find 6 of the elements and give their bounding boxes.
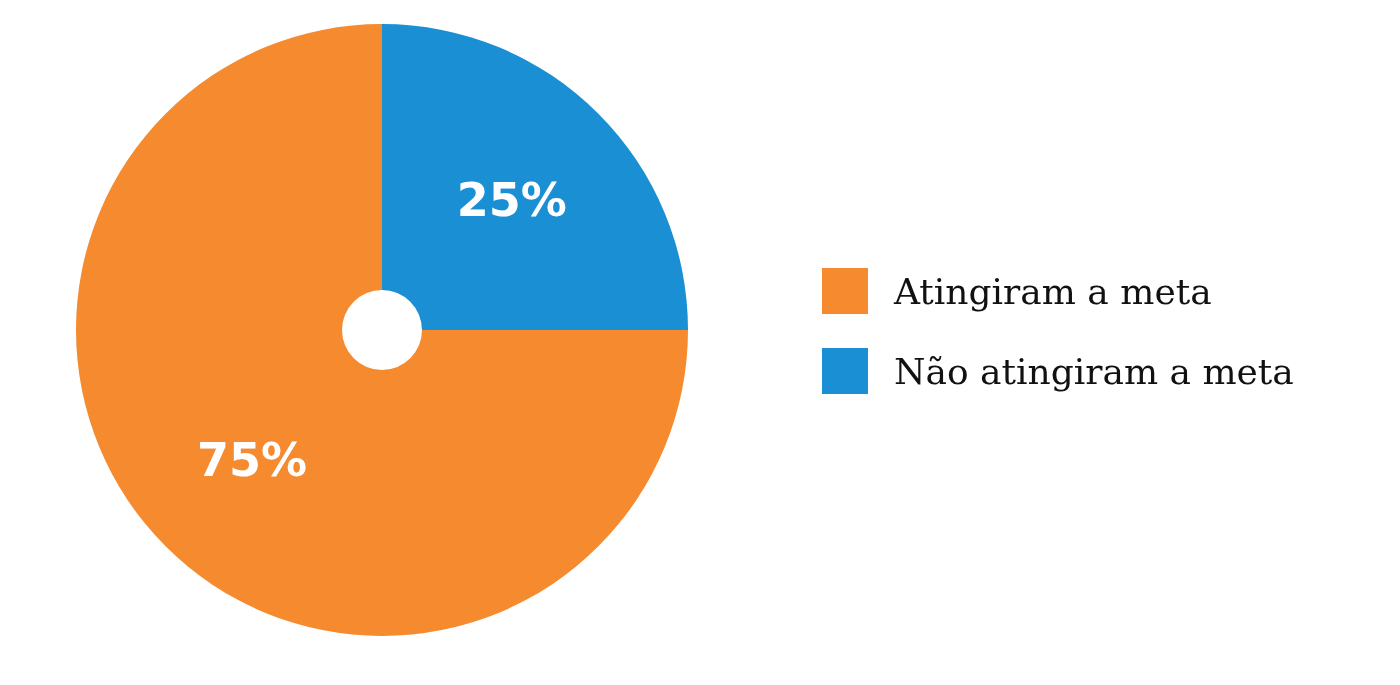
data-label: 25%: [456, 173, 567, 228]
legend-label: Atingiram a meta: [893, 270, 1212, 312]
donut-slice: [76, 24, 688, 636]
data-label: 75%: [197, 432, 308, 487]
legend-label: Não atingiram a meta: [894, 350, 1294, 392]
donut-slice: [382, 24, 688, 330]
